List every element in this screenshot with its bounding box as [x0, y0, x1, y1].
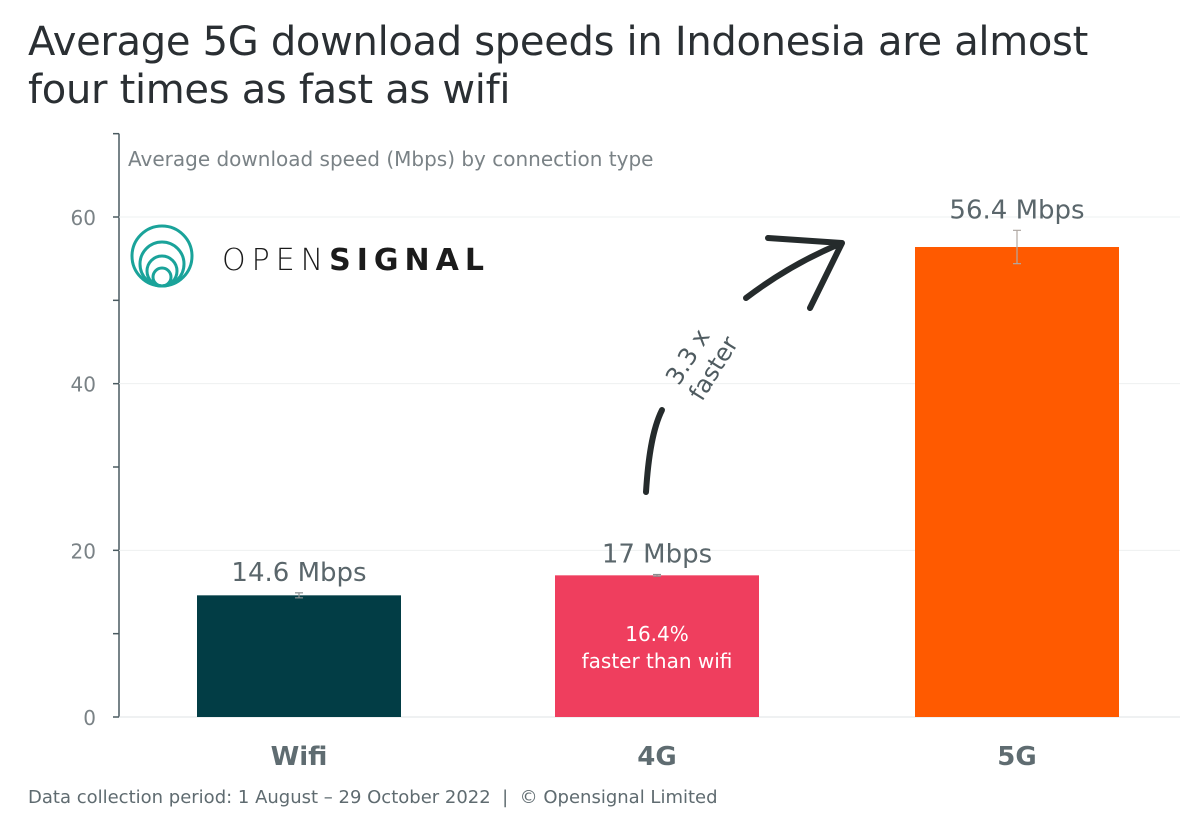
- data-label: 56.4 Mbps: [949, 195, 1084, 225]
- x-tick-label: Wifi: [271, 742, 328, 772]
- arrow-annotation: 3.3 x faster: [643, 235, 845, 495]
- svg-text:OPENSIGNAL: OPENSIGNAL: [222, 243, 490, 278]
- footer-note: Data collection period: 1 August – 29 Oc…: [28, 787, 718, 808]
- y-tick-label: 60: [71, 206, 96, 230]
- chart-subtitle: Average download speed (Mbps) by connect…: [128, 147, 653, 171]
- y-tick-label: 40: [71, 373, 96, 397]
- x-tick-label: 4G: [637, 742, 676, 772]
- curved-arrow-icon: [643, 407, 665, 495]
- opensignal-logo: OPENSIGNAL: [130, 224, 490, 288]
- logo-circles-icon: [130, 224, 194, 288]
- chart-title: Average 5G download speeds in Indonesia …: [28, 19, 1088, 113]
- svg-text:3.3 x faster: 3.3 x faster: [659, 317, 743, 406]
- data-label: 14.6 Mbps: [231, 558, 366, 588]
- bar-4g: [555, 575, 759, 717]
- data-label: 17 Mbps: [602, 540, 712, 570]
- x-tick-label: 5G: [997, 742, 1036, 772]
- logo-text-signal: SIGNAL: [329, 243, 490, 278]
- inner-annotation-line1: 16.4%: [625, 622, 689, 646]
- bar-wifi: [197, 595, 401, 717]
- y-tick-label: 20: [71, 539, 96, 563]
- logo-text-open: OPEN: [222, 243, 329, 278]
- bar-5g: [915, 247, 1119, 717]
- inner-annotation-line2: faster than wifi: [582, 649, 733, 673]
- y-tick-label: 0: [83, 706, 96, 730]
